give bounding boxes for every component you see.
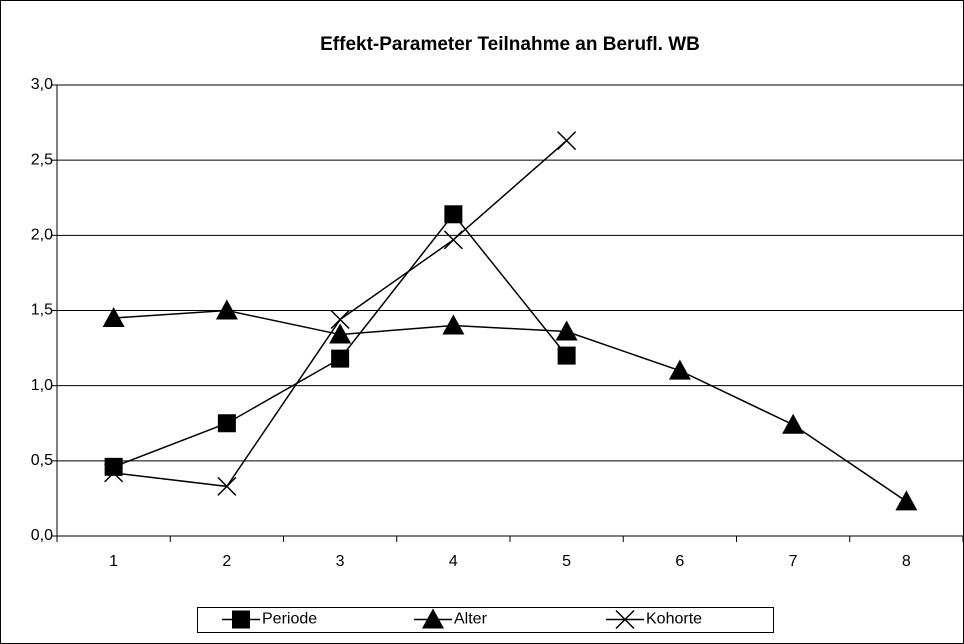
x-tick-label: 1 — [109, 553, 118, 570]
series-marker — [557, 131, 577, 151]
y-tick-label: 0,0 — [31, 527, 53, 544]
x-tick-label: 3 — [336, 553, 345, 570]
chart-title: Effekt-Parameter Teilnahme an Berufl. WB — [320, 34, 700, 55]
series-marker — [557, 346, 576, 365]
y-tick-label: 3,0 — [31, 76, 53, 93]
series-marker — [668, 359, 691, 380]
series-marker — [443, 230, 463, 250]
y-tick-label: 2,5 — [31, 151, 53, 168]
series-marker — [782, 413, 805, 434]
legend-label: Periode — [262, 611, 317, 628]
series-marker — [104, 457, 123, 476]
series-marker — [555, 320, 578, 341]
legend-marker — [422, 608, 444, 629]
series-marker — [215, 299, 238, 320]
series-marker — [217, 476, 237, 496]
series-marker — [331, 349, 350, 368]
x-tick-label: 5 — [562, 553, 571, 570]
series-marker — [329, 323, 352, 344]
legend-marker — [615, 609, 635, 630]
y-tick-label: 0,5 — [31, 452, 53, 469]
series-marker — [895, 490, 918, 511]
x-tick-label: 2 — [222, 553, 231, 570]
x-tick-label: 7 — [789, 553, 798, 570]
series-marker — [444, 205, 463, 224]
series-line — [113, 309, 907, 503]
x-tick-label: 4 — [449, 553, 458, 570]
y-tick-label: 1,5 — [31, 302, 53, 319]
series-marker — [217, 414, 236, 433]
legend-label: Alter — [454, 611, 488, 628]
x-tick-label: 8 — [902, 553, 911, 570]
series-marker — [102, 307, 125, 328]
series-marker — [104, 463, 124, 483]
legend-box — [197, 607, 774, 633]
series-marker — [442, 314, 465, 335]
series-marker — [330, 309, 350, 330]
x-tick-label: 6 — [675, 553, 684, 570]
legend-label: Kohorte — [646, 611, 702, 628]
legend-marker — [232, 610, 250, 629]
y-tick-label: 1,0 — [31, 377, 53, 394]
y-tick-label: 2,0 — [31, 227, 53, 244]
